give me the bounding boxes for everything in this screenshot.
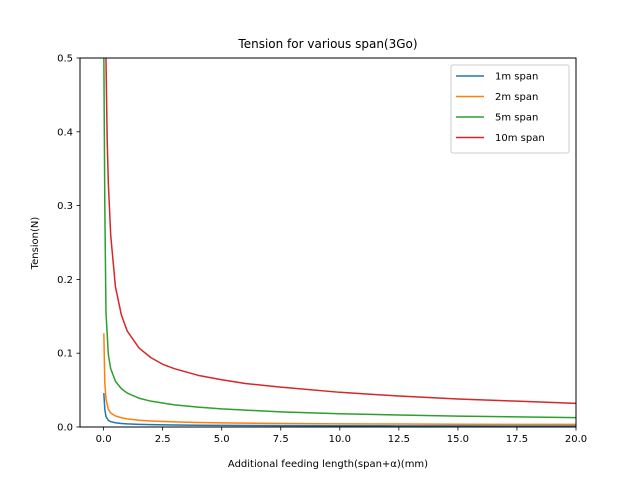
y-tick-label: 0.1 — [57, 349, 73, 360]
x-tick-label: 7.5 — [273, 434, 289, 445]
series-line-2 — [103, 58, 576, 419]
series-line-3 — [105, 58, 576, 405]
y-tick-label: 0.2 — [57, 275, 73, 286]
x-tick-label: 5.0 — [214, 434, 230, 445]
legend-box — [450, 64, 570, 154]
plot-area-frame — [79, 57, 577, 428]
series-line-1 — [103, 333, 576, 426]
legend-label-0: 1m span — [495, 72, 538, 83]
x-tick-label: 20.0 — [565, 434, 587, 445]
y-tick-label: 0.3 — [57, 201, 73, 212]
y-axis-label: Tension(N) — [30, 217, 41, 271]
x-tick-label: 15.0 — [447, 434, 469, 445]
chart-title: Tension for various span(3Go) — [237, 37, 417, 51]
legend-label-2: 5m span — [495, 113, 538, 124]
x-tick-label: 10.0 — [329, 434, 351, 445]
y-tick-label: 0.5 — [57, 54, 73, 65]
x-tick-label: 2.5 — [155, 434, 171, 445]
x-tick-label: 17.5 — [506, 434, 528, 445]
series-line-0 — [103, 392, 576, 427]
legend: 1m span 2m span 5m span 10m span — [450, 64, 570, 154]
x-tick-label: 0.0 — [96, 434, 112, 445]
legend-entries: 1m span 2m span 5m span 10m span — [456, 72, 545, 144]
x-axis-ticks: 0.0 2.5 5.0 7.5 10.0 12.5 15.0 17.5 20.0 — [96, 427, 587, 445]
y-tick-label: 0.0 — [57, 423, 73, 434]
y-axis-ticks: 0.0 0.1 0.2 0.3 0.4 0.5 — [57, 54, 80, 434]
legend-label-3: 10m span — [495, 133, 545, 144]
series-layer — [103, 58, 576, 427]
x-tick-label: 12.5 — [388, 434, 410, 445]
legend-label-1: 2m span — [495, 92, 538, 103]
y-tick-label: 0.4 — [57, 127, 73, 138]
x-axis-label: Additional feeding length(span+α)(mm) — [228, 459, 428, 470]
